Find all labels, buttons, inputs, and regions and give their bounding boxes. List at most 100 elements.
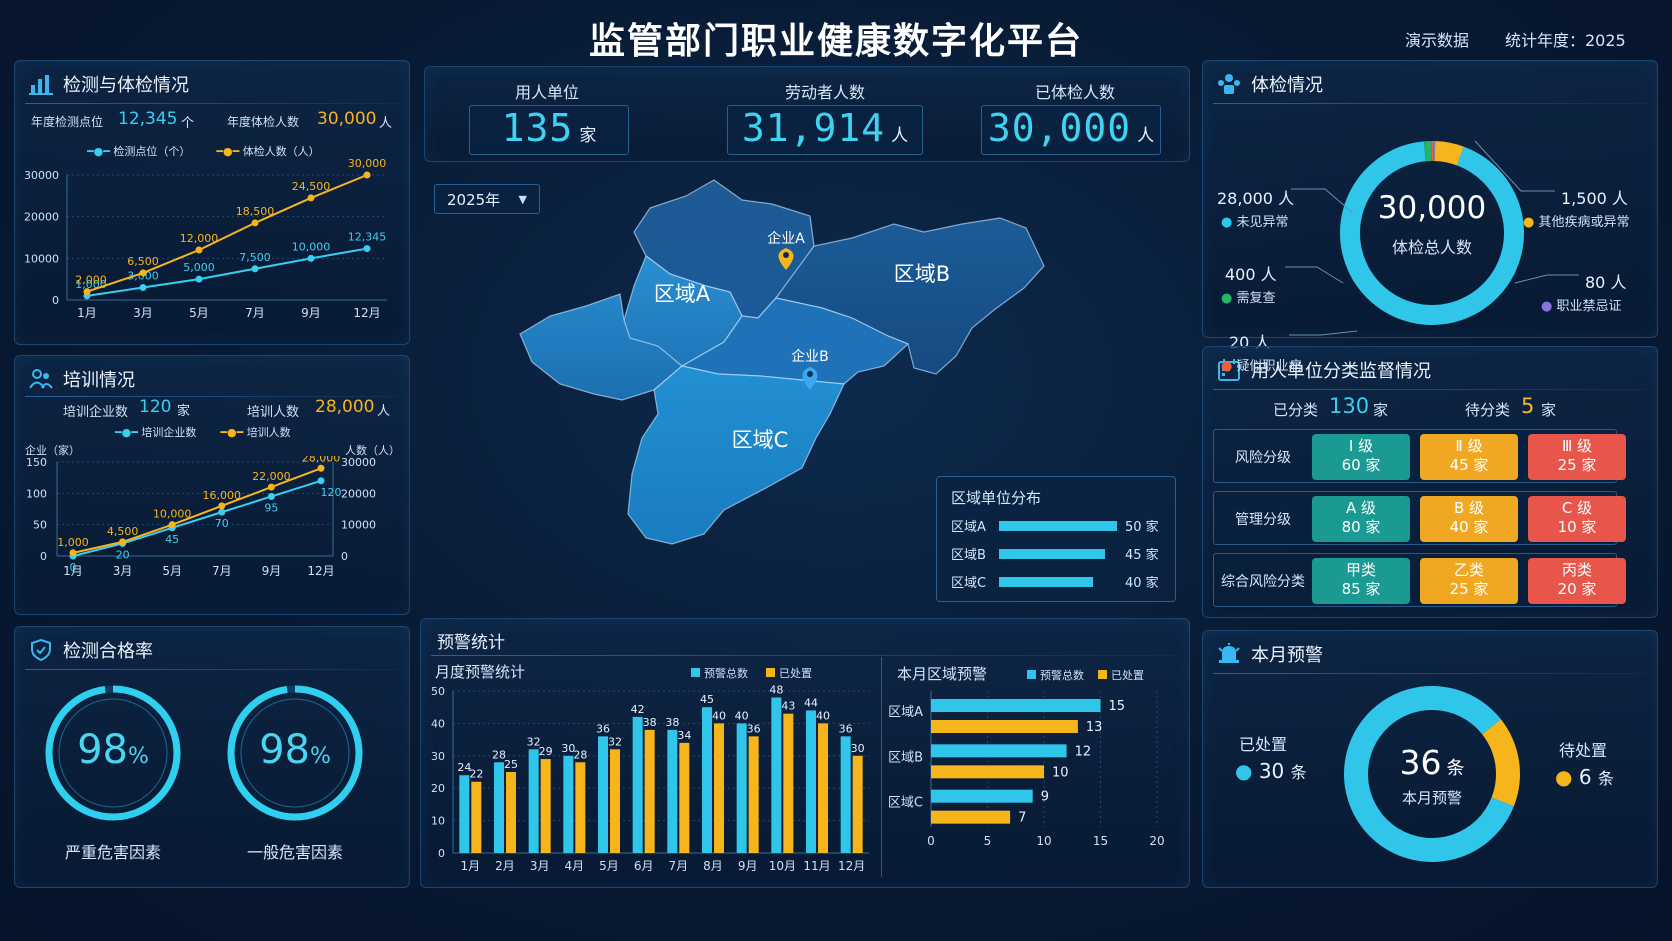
y-tick-label: 20000 bbox=[24, 211, 59, 224]
x-tick-label: 12月 bbox=[838, 859, 865, 873]
chip-count: 45 家 bbox=[1449, 456, 1489, 474]
pass-rate-panel: 检测合格率 98% 严重危害因素 98% 一般危害因素 bbox=[14, 626, 410, 888]
bar bbox=[598, 736, 608, 853]
region-warning-title: 本月区域预警 bbox=[897, 665, 988, 683]
bar bbox=[852, 755, 863, 853]
bar-value-label: 48 bbox=[769, 683, 783, 696]
bar-value-label: 32 bbox=[608, 735, 622, 748]
exam-center-label: 体检总人数 bbox=[1391, 238, 1472, 257]
series-line bbox=[72, 467, 322, 554]
classification-chip[interactable]: 乙类 25 家 bbox=[1420, 558, 1518, 604]
monthly-warning-legend: 预警总数 已处置 bbox=[691, 665, 812, 681]
bar bbox=[459, 775, 470, 853]
chip-name: 丙类 bbox=[1561, 561, 1592, 579]
pending-class-unit: 家 bbox=[1541, 401, 1557, 419]
bar bbox=[644, 729, 655, 853]
bar-value-label: 38 bbox=[665, 716, 679, 729]
classification-chip[interactable]: 甲类 85 家 bbox=[1312, 558, 1410, 604]
page-title: 监管部门职业健康数字化平台 bbox=[588, 21, 1083, 62]
handled-count: ● 30 条 bbox=[1235, 759, 1307, 783]
chip-count: 25 家 bbox=[1557, 456, 1597, 474]
inspection-stat2-value: 30,000 bbox=[317, 109, 377, 129]
chip-name: A 级 bbox=[1345, 499, 1377, 517]
map-region-c[interactable] bbox=[627, 365, 845, 545]
region-warning-bar-chart: 0 5 10 15 20 区域A 15 13 区域B 12 10 区域C 97 bbox=[888, 691, 1165, 848]
x-tick-label: 3月 bbox=[133, 306, 153, 320]
monthly-alert-donut bbox=[1344, 686, 1520, 862]
data-label: 6,500 bbox=[127, 255, 159, 268]
stat-unit-examined: 人 bbox=[1137, 126, 1155, 146]
pass-rate-arc-severe bbox=[45, 685, 181, 821]
bar bbox=[575, 762, 586, 853]
bar bbox=[806, 710, 816, 853]
bar-value-label: 24 bbox=[457, 761, 471, 774]
x-tick-label: 5月 bbox=[189, 306, 209, 320]
pass-rate-ring-general bbox=[227, 685, 363, 821]
exam-item-recheck-value: 400 人 bbox=[1225, 265, 1277, 284]
classification-chip[interactable]: 丙类 20 家 bbox=[1528, 558, 1626, 604]
bar-value-label: 38 bbox=[643, 716, 657, 729]
bar bbox=[702, 707, 712, 853]
bar bbox=[840, 736, 851, 853]
data-label: 18,500 bbox=[236, 205, 275, 218]
y-left-tick-label: 50 bbox=[33, 519, 47, 532]
classification-chip[interactable]: B 级 40 家 bbox=[1420, 496, 1518, 542]
classified-value: 130 bbox=[1329, 394, 1370, 418]
stat-year-label: 统计年度：2025 bbox=[1505, 31, 1626, 50]
classification-chip[interactable]: A 级 80 家 bbox=[1312, 496, 1410, 542]
exam-leader-line bbox=[1289, 330, 1358, 336]
classification-chip[interactable]: Ⅰ 级 60 家 bbox=[1312, 434, 1410, 480]
bar-value-label: 30 bbox=[561, 742, 575, 755]
y-tick-label: 10000 bbox=[24, 252, 59, 265]
chip-count: 60 家 bbox=[1341, 456, 1381, 474]
exam-item-other-value: 1,500 人 bbox=[1561, 189, 1628, 208]
stat-label-examined: 已体检人数 bbox=[1035, 83, 1116, 102]
bar bbox=[494, 762, 504, 853]
exam-item-recheck-label: ● 需复查 bbox=[1221, 291, 1276, 306]
exam-item-taboo-value: 80 人 bbox=[1585, 273, 1627, 292]
alert-center-label: 本月预警 bbox=[1401, 789, 1462, 807]
monthly-warning-title: 月度预警统计 bbox=[435, 663, 526, 681]
map-label-enterprise-a: 企业A bbox=[767, 230, 805, 247]
y-right-tick-label: 0 bbox=[341, 550, 348, 563]
exam-leader-line bbox=[1285, 266, 1344, 284]
bar bbox=[679, 742, 690, 853]
y-tick-label: 30 bbox=[431, 750, 445, 763]
bar-value-label: 34 bbox=[677, 729, 691, 742]
data-point bbox=[195, 246, 203, 254]
pass-rate-label-general: 一般危害因素 bbox=[246, 843, 343, 862]
exam-donut-slice bbox=[1423, 141, 1432, 162]
year-select[interactable]: 2025年 ▼ bbox=[434, 184, 540, 214]
x-tick-label: 1月 bbox=[461, 859, 481, 873]
classification-chip[interactable]: Ⅲ 级 25 家 bbox=[1528, 434, 1626, 480]
classification-chip[interactable]: C 级 10 家 bbox=[1528, 496, 1626, 542]
series-line bbox=[72, 479, 322, 557]
training-right-axis-label: 人数（人） bbox=[345, 444, 400, 457]
map-pin-enterprise-b-icon[interactable] bbox=[802, 367, 818, 390]
x-tick-label: 4月 bbox=[565, 859, 585, 873]
y-tick-label: 10 bbox=[431, 815, 445, 828]
bar-value-label: 45 bbox=[700, 693, 714, 706]
x-tick-label: 5月 bbox=[599, 859, 619, 873]
x-tick-label: 7月 bbox=[245, 306, 265, 320]
training-legend: ━●━ 培训企业数 ━●━ 培训人数 bbox=[115, 424, 291, 440]
bar bbox=[771, 697, 782, 853]
training-stat2-value: 28,000 bbox=[315, 397, 375, 417]
data-point bbox=[139, 269, 147, 277]
chevron-down-icon: ▼ bbox=[518, 192, 527, 206]
inspection-title: 检测与体检情况 bbox=[63, 75, 189, 96]
legend-item-train-firms: ━●━ 培训企业数 bbox=[115, 426, 197, 439]
x-tick-label: 6月 bbox=[634, 859, 654, 873]
legend-item-train-people: ━●━ 培训人数 bbox=[220, 426, 291, 439]
training-stat2-unit: 人 bbox=[377, 404, 391, 419]
classification-chip[interactable]: Ⅱ 级 45 家 bbox=[1420, 434, 1518, 480]
x-tick-label: 5月 bbox=[162, 564, 182, 578]
data-label: 20 bbox=[116, 548, 130, 561]
y-right-tick-label: 10000 bbox=[341, 519, 376, 532]
year-select-value: 2025年 bbox=[447, 190, 501, 209]
data-label: 30,000 bbox=[348, 157, 387, 170]
map-pin-enterprise-a-icon[interactable] bbox=[778, 248, 794, 270]
data-label: 0 bbox=[70, 561, 77, 574]
